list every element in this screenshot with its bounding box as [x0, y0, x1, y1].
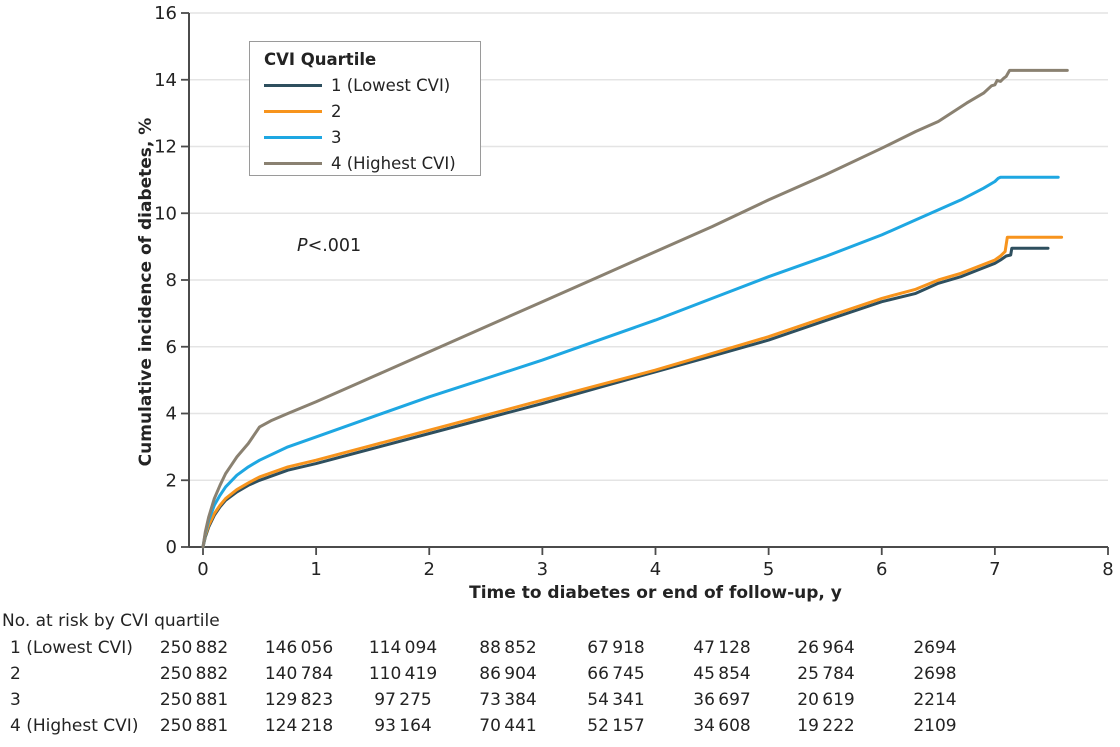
legend-line-swatch [264, 109, 322, 113]
risk-count: 36 697 [693, 690, 751, 710]
risk-count: 146 056 [264, 638, 334, 658]
risk-count: 2694 [913, 638, 957, 658]
y-tick-label-12: 12 [154, 137, 177, 158]
risk-row-label: 1 (Lowest CVI) [10, 638, 133, 658]
risk-count: 140 784 [264, 664, 334, 684]
risk-count: 52 157 [587, 716, 645, 736]
curve-quartile-3 [201, 175, 1060, 549]
risk-count: 114 094 [368, 638, 438, 658]
risk-count: 34 608 [693, 716, 751, 736]
x-tick-label-7: 7 [989, 559, 1000, 580]
curve-quartile-4 [201, 68, 1069, 549]
risk-count: 250 882 [159, 664, 229, 684]
x-tick-label-3: 3 [537, 559, 548, 580]
legend-item-label: 3 [331, 127, 342, 147]
x-tick-label-6: 6 [876, 559, 887, 580]
legend-item-quartile-1: 1 (Lowest CVI) [264, 72, 468, 98]
x-tick-label-4: 4 [650, 559, 661, 580]
risk-count: 47 128 [693, 638, 751, 658]
risk-count: 2698 [913, 664, 957, 684]
risk-count: 19 222 [797, 716, 855, 736]
y-tick-label-6: 6 [166, 337, 177, 358]
y-tick-label-2: 2 [166, 470, 177, 491]
x-tick-label-5: 5 [763, 559, 774, 580]
legend-item-label: 4 (Highest CVI) [331, 153, 456, 173]
risk-count: 70 441 [479, 716, 537, 736]
x-tick-label-0: 0 [197, 559, 208, 580]
risk-count: 54 341 [587, 690, 645, 710]
risk-count: 26 964 [797, 638, 855, 658]
legend: CVI Quartile 1 (Lowest CVI) 2 3 4 (Highest … [249, 41, 481, 176]
risk-count: 129 823 [264, 690, 334, 710]
x-axis-title: Time to diabetes or end of follow-up, y [469, 583, 842, 603]
legend-item-quartile-3: 3 [264, 124, 468, 150]
risk-count: 93 164 [374, 716, 432, 736]
risk-count: 86 904 [479, 664, 537, 684]
y-axis-title: Cumulative incidence of diabetes, % [136, 117, 156, 467]
risk-count: 124 218 [264, 716, 334, 736]
legend-item-quartile-2: 2 [264, 98, 468, 124]
risk-count: 2109 [913, 716, 957, 736]
p-label: P [297, 236, 308, 256]
risk-count: 66 745 [587, 664, 645, 684]
legend-line-swatch [264, 161, 322, 165]
risk-count: 250 881 [159, 716, 229, 736]
y-tick-label-8: 8 [166, 270, 177, 291]
risk-count: 97 275 [374, 690, 432, 710]
risk-count: 25 784 [797, 664, 855, 684]
risk-count: 73 384 [479, 690, 537, 710]
curve-quartile-2 [201, 235, 1064, 549]
risk-count: 2214 [913, 690, 957, 710]
y-tick-label-10: 10 [154, 203, 177, 224]
risk-table-title: No. at risk by CVI quartile [2, 611, 220, 631]
risk-row-label: 2 [10, 664, 21, 684]
risk-count: 250 881 [159, 690, 229, 710]
risk-count: 250 882 [159, 638, 229, 658]
y-tick-label-14: 14 [154, 70, 177, 91]
risk-count: 110 419 [368, 664, 438, 684]
risk-count: 88 852 [479, 638, 537, 658]
x-tick-label-2: 2 [424, 559, 435, 580]
p-value: <.001 [307, 236, 362, 256]
risk-row-label: 3 [10, 690, 21, 710]
y-tick-label-4: 4 [166, 404, 177, 425]
risk-count: 20 619 [797, 690, 855, 710]
legend-title: CVI Quartile [264, 50, 377, 69]
legend-item-label: 1 (Lowest CVI) [331, 75, 451, 95]
legend-item-label: 2 [331, 101, 342, 121]
x-tick-label-8: 8 [1102, 559, 1113, 580]
y-tick-label-0: 0 [166, 537, 177, 558]
legend-items: 1 (Lowest CVI) 2 3 4 (Highest CVI) [264, 72, 468, 176]
risk-count: 45 854 [693, 664, 751, 684]
legend-item-quartile-4: 4 (Highest CVI) [264, 150, 468, 176]
risk-row-label: 4 (Highest CVI) [10, 716, 139, 736]
p-value-annotation: P<.001 [297, 236, 361, 256]
x-tick-label-1: 1 [310, 559, 321, 580]
curve-quartile-1 [201, 246, 1050, 549]
risk-count: 67 918 [587, 638, 645, 658]
y-tick-label-16: 16 [154, 3, 177, 24]
legend-line-swatch [264, 135, 322, 139]
legend-line-swatch [264, 83, 322, 87]
